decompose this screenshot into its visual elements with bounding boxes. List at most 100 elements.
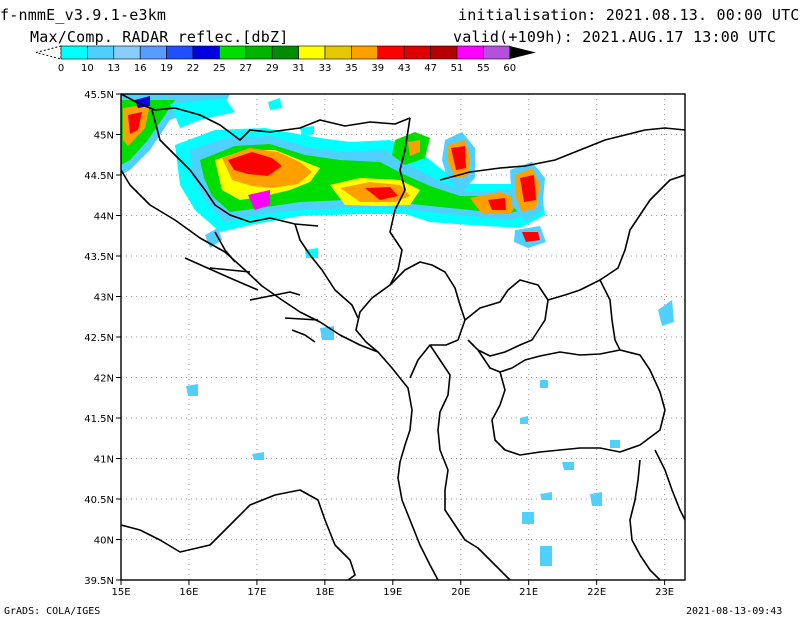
echo-small6: [252, 452, 264, 460]
lat-label: 44N: [94, 212, 114, 223]
echo-small5: [186, 384, 198, 396]
colorbar-label: 31: [292, 63, 305, 74]
lon-label: 21E: [519, 587, 538, 598]
colorbar-over-arrow: [509, 46, 536, 59]
echo-small7: [562, 462, 574, 470]
echo-nw-blue: [135, 96, 150, 108]
greece-coast: [629, 459, 661, 580]
macedonia-south-border: [491, 371, 666, 456]
croatia-bih-border-west: [151, 109, 319, 227]
colorbar-label: 33: [319, 63, 332, 74]
lon-label: 17E: [247, 587, 266, 598]
lat-label: 41N: [94, 455, 114, 466]
colorbar-label: 39: [371, 63, 384, 74]
croatia-north-border: [121, 94, 411, 141]
echo-cell1-red: [451, 146, 466, 170]
echo-mid-red: [365, 187, 398, 200]
colorbar-label: 43: [398, 63, 411, 74]
echo-small11: [540, 546, 552, 566]
lon-label: 15E: [111, 587, 130, 598]
colorbar-label: 0: [58, 63, 64, 74]
lat-label: 40.5N: [84, 495, 114, 506]
adriatic-east-coast: [121, 169, 439, 580]
aegean-coast: [654, 449, 685, 521]
model-name: f-nmmE_v3.9.1-e3km: [0, 6, 167, 24]
lat-label: 42N: [94, 374, 114, 385]
serbia-bulgaria-border: [547, 174, 685, 301]
axis-labels: 15E 16E 17E 18E 19E 20E 21E 22E 23E 45.5N 45N 44.5N…: [84, 90, 674, 598]
bih-inner-line: [294, 223, 359, 319]
colorbar-label: 22: [187, 63, 200, 74]
lon-label: 19E: [383, 587, 402, 598]
colorbar-label: 27: [239, 63, 252, 74]
lat-label: 41.5N: [84, 414, 114, 425]
colorbar-label: 29: [266, 63, 279, 74]
colorbar-label: 10: [81, 63, 94, 74]
echo-cell2-red: [520, 175, 536, 202]
albania-border: [429, 344, 511, 580]
echo-nw-red: [128, 112, 142, 134]
boundaries: [121, 94, 685, 580]
echo-small3: [320, 326, 334, 340]
danube-border: [439, 127, 685, 181]
lon-label: 22E: [587, 587, 606, 598]
macedonia-north-border: [477, 349, 666, 411]
colorbar-label: 13: [107, 63, 120, 74]
echo-small12: [520, 416, 528, 424]
echo-small16: [300, 126, 314, 136]
echo-small14: [540, 380, 548, 388]
radar-echoes: [121, 94, 674, 566]
colorbar-label: 16: [134, 63, 147, 74]
axis-ticks: [116, 93, 666, 585]
echo-small9: [590, 492, 602, 506]
grads-credit: GrADS: COLA/IGES: [4, 606, 101, 617]
colorbar: 0 10 13 16 19 22 25 27 29 31 33 35 39 43 47 51 55 60: [36, 45, 536, 74]
island-2: [209, 267, 251, 273]
kosovo-border: [464, 279, 549, 357]
lon-label: 23E: [655, 587, 674, 598]
echo-ne-orange: [408, 140, 420, 156]
island-1: [184, 257, 259, 291]
echo-east-red: [488, 198, 506, 210]
valid-time: valid(+109h): 2021.AUG.17 13:00 UTC: [453, 28, 777, 46]
lat-label: 44.5N: [84, 171, 114, 182]
island-5: [214, 231, 236, 263]
bih-serbia-border: [355, 117, 411, 353]
echo-small15: [268, 98, 282, 110]
island-4: [284, 317, 319, 321]
echo-west-red: [228, 152, 282, 176]
colorbar-label: 35: [345, 63, 358, 74]
italy-heel-coast: [121, 489, 356, 580]
product-title: Max/Comp. RADAR reflec.[dbZ]: [30, 28, 289, 46]
echo-small13: [610, 440, 620, 448]
echo-small8: [540, 492, 552, 500]
initialisation-time: initialisation: 2021.08.13. 00:00 UTC: [458, 6, 800, 24]
echo-nw-cyan: [170, 98, 235, 128]
echo-small4: [658, 300, 674, 326]
island-6: [291, 329, 316, 343]
echo-cell3-red: [522, 232, 540, 242]
colorbar-label: 19: [160, 63, 173, 74]
echo-magenta: [248, 190, 270, 210]
colorbar-label: 25: [213, 63, 226, 74]
lat-label: 43N: [94, 293, 114, 304]
colorbar-label: 60: [503, 63, 516, 74]
echo-small10: [522, 512, 534, 524]
bulgaria-west-border: [599, 279, 621, 351]
colorbar-label: 47: [424, 63, 437, 74]
colorbar-label: 51: [451, 63, 464, 74]
lat-label: 40N: [94, 536, 114, 547]
lon-label: 20E: [451, 587, 470, 598]
island-3: [249, 291, 301, 301]
lon-label: 16E: [179, 587, 198, 598]
lat-label: 42.5N: [84, 333, 114, 344]
lon-label: 18E: [315, 587, 334, 598]
lat-label: 45.5N: [84, 90, 114, 101]
run-timestamp: 2021-08-13-09:43: [686, 606, 783, 617]
lat-label: 45N: [94, 131, 114, 142]
colorbar-label: 55: [477, 63, 490, 74]
lat-label: 43.5N: [84, 252, 114, 263]
lat-label: 39.5N: [84, 576, 114, 587]
echo-small2: [305, 248, 318, 258]
